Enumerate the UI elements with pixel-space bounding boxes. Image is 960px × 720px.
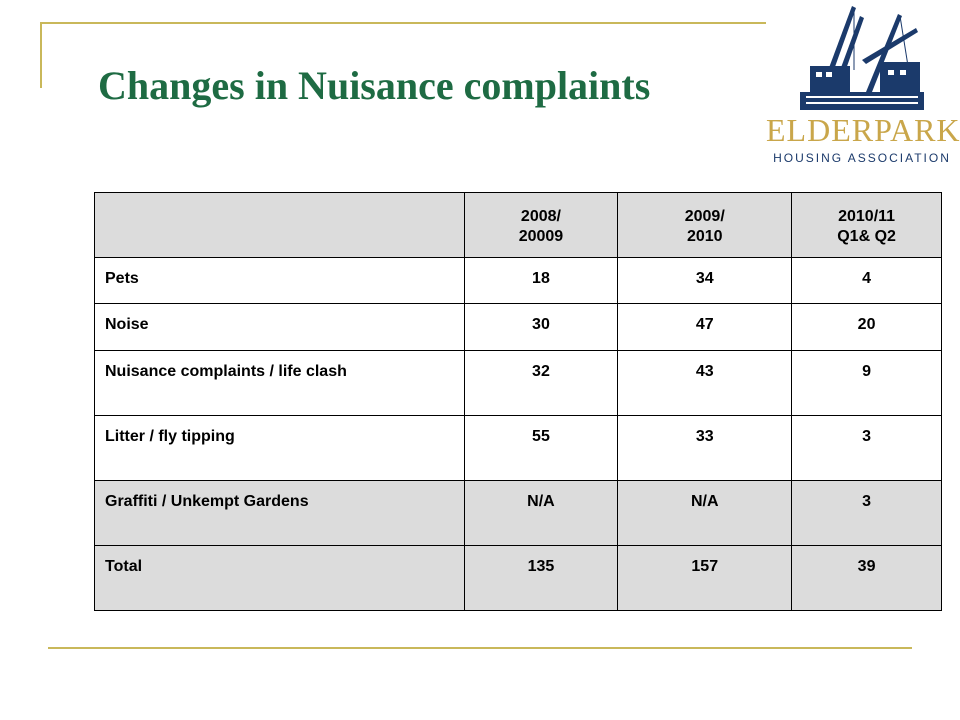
table-total-row: Total 135 157 39: [94, 545, 942, 611]
table-header-row: 2008/20009 2009/2010 2010/11 Q1& Q2: [94, 192, 942, 258]
cell-2010: 3: [791, 415, 942, 481]
cell-2010: 39: [791, 545, 942, 611]
header-2009-2010: 2009/2010: [617, 192, 793, 258]
cell-2009: 43: [617, 350, 793, 416]
cell-2010: 9: [791, 350, 942, 416]
logo-subtitle: HOUSING ASSOCIATION: [773, 151, 951, 165]
cell-2009: 157: [617, 545, 793, 611]
cell-2009: 47: [617, 303, 793, 351]
row-label: Litter / fly tipping: [94, 415, 465, 481]
cell-2010: 3: [791, 480, 942, 546]
left-rule: [40, 22, 42, 88]
table-row: Graffiti / Unkempt Gardens N/A N/A 3: [94, 480, 942, 546]
top-rule: [40, 22, 766, 24]
table-row: Pets 18 34 4: [94, 257, 942, 304]
cell-2008: 32: [463, 350, 619, 416]
cell-2008: N/A: [463, 480, 619, 546]
table-row: Litter / fly tipping 55 33 3: [94, 415, 942, 481]
cell-2010: 20: [791, 303, 942, 351]
cell-2009: 33: [617, 415, 793, 481]
table-row: Nuisance complaints / life clash 32 43 9: [94, 350, 942, 416]
row-label: Total: [94, 545, 465, 611]
cell-2009: N/A: [617, 480, 793, 546]
cell-2009: 34: [617, 257, 793, 304]
cell-2008: 55: [463, 415, 619, 481]
table-row: Noise 30 47 20: [94, 303, 942, 351]
crane-shipyard-icon: [800, 6, 924, 110]
header-blank-cell: [94, 192, 465, 258]
logo-name: ELDERPARK: [766, 112, 960, 148]
bottom-rule: [48, 647, 912, 649]
slide-title: Changes in Nuisance complaints: [98, 63, 651, 108]
cell-2008: 18: [463, 257, 619, 304]
elderpark-logo: ELDERPARK HOUSING ASSOCIATION: [766, 0, 960, 176]
cell-2008: 135: [463, 545, 619, 611]
header-2008-2009: 2008/20009: [463, 192, 619, 258]
header-2010-11-q1-q2: 2010/11 Q1& Q2: [791, 192, 942, 258]
cell-2010: 4: [791, 257, 942, 304]
complaints-table: 2008/20009 2009/2010 2010/11 Q1& Q2 Pets …: [94, 192, 942, 611]
cell-2008: 30: [463, 303, 619, 351]
row-label: Nuisance complaints / life clash: [94, 350, 465, 416]
row-label: Graffiti / Unkempt Gardens: [94, 480, 465, 546]
row-label: Noise: [94, 303, 465, 351]
row-label: Pets: [94, 257, 465, 304]
